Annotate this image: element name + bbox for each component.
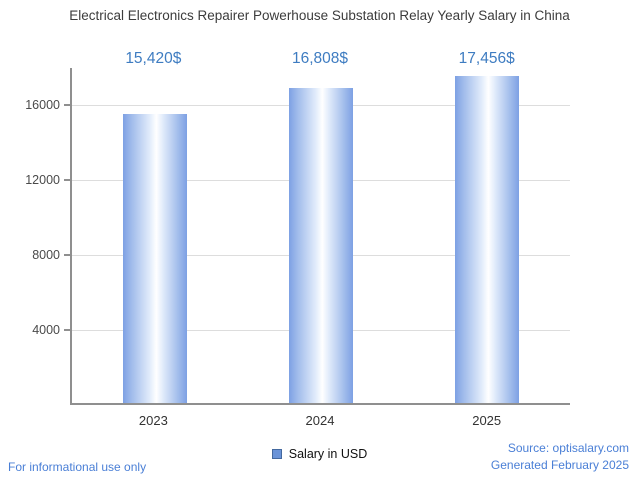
x-axis-labels-row: 2023 2024 2025 xyxy=(70,413,570,428)
bar-2024 xyxy=(289,88,353,403)
y-axis-tick-labels: 4000 8000 12000 16000 xyxy=(0,68,70,405)
y-axis-tick-label: 12000 xyxy=(25,173,60,188)
y-axis-tickmark xyxy=(64,179,70,182)
bar-column xyxy=(72,68,238,403)
chart-legend: Salary in USD xyxy=(0,447,639,461)
y-axis-tick-label: 8000 xyxy=(32,248,60,263)
plot-area xyxy=(64,68,570,405)
bar-2023 xyxy=(123,114,187,403)
bar-value-label: 15,420$ xyxy=(125,50,182,67)
y-axis-tickmark xyxy=(64,254,70,257)
bar-column xyxy=(404,68,570,403)
y-axis-tickmark xyxy=(64,329,70,332)
x-axis-label: 2023 xyxy=(138,413,168,428)
bar-value-label: 16,808$ xyxy=(291,50,349,67)
bar-value-labels-row: 15,420$ 16,808$ 17,456$ xyxy=(70,50,570,68)
legend-label: Salary in USD xyxy=(288,447,368,461)
chart-title: Electrical Electronics Repairer Powerhou… xyxy=(69,8,570,23)
y-axis-tickmark xyxy=(64,104,70,107)
bar-column xyxy=(238,68,404,403)
x-axis-label: 2024 xyxy=(305,413,335,428)
bar-2025 xyxy=(455,76,519,403)
bars-container xyxy=(72,68,570,403)
bar-chart: 15,420$ 16,808$ 17,456$ 4000 8000 12000 16000… xyxy=(0,44,639,432)
x-axis-label: 2025 xyxy=(472,413,502,428)
source-link[interactable]: Source: optisalary.com xyxy=(507,441,629,456)
bar-value-label: 17,456$ xyxy=(458,50,515,67)
y-axis-tick-label: 16000 xyxy=(25,98,60,113)
legend-swatch-icon xyxy=(271,449,282,459)
footer-source-block: Source: optisalary.com Generated Februar… xyxy=(491,440,629,474)
generated-date: Generated February 2025 xyxy=(490,458,629,473)
y-axis-tick-label: 4000 xyxy=(32,323,60,338)
disclaimer-text: For informational use only xyxy=(8,460,147,474)
